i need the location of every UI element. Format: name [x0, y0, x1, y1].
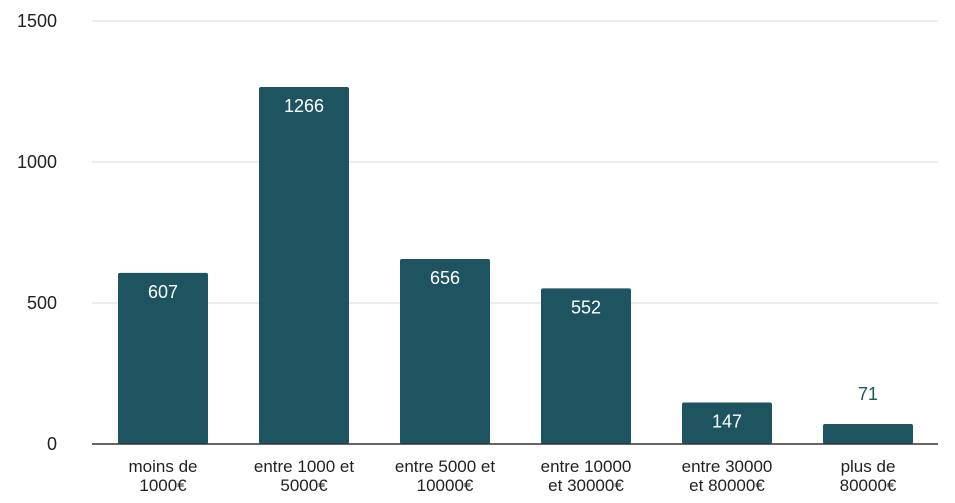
x-category-label: entre 1000 et	[254, 457, 354, 476]
x-category-label: et 30000€	[548, 476, 624, 495]
bar	[259, 86, 349, 444]
bar-value-label: 147	[712, 412, 742, 432]
x-category-label: moins de	[129, 457, 198, 476]
x-category-label: 5000€	[280, 476, 328, 495]
bar	[823, 423, 913, 444]
bar	[682, 402, 772, 444]
x-category-label: et 80000€	[689, 476, 765, 495]
x-category-label: entre 10000	[541, 457, 632, 476]
y-tick-label: 0	[47, 434, 57, 454]
x-category-label: entre 30000	[682, 457, 773, 476]
bar-value-labels: 607 1266 656 552 147 71	[148, 96, 878, 432]
y-tick-label: 1000	[17, 152, 57, 172]
bar-value-label: 71	[858, 384, 878, 404]
bar	[400, 259, 490, 444]
y-tick-label: 1500	[17, 11, 57, 31]
bar	[118, 272, 208, 444]
bar-value-label: 656	[430, 268, 460, 288]
bar-value-label: 1266	[284, 96, 324, 116]
bar	[541, 288, 631, 444]
bar-value-label: 552	[571, 297, 601, 317]
gridlines	[92, 20, 938, 304]
bar-value-label: 607	[148, 282, 178, 302]
x-category-label: entre 5000 et	[395, 457, 495, 476]
y-tick-label: 500	[27, 293, 57, 313]
x-category-label: 1000€	[139, 476, 187, 495]
x-category-label: 10000€	[417, 476, 474, 495]
x-category-label: 80000€	[840, 476, 897, 495]
bars	[118, 86, 913, 444]
y-axis-ticks: 0 500 1000 1500	[17, 11, 57, 454]
x-category-label: plus de	[841, 457, 896, 476]
